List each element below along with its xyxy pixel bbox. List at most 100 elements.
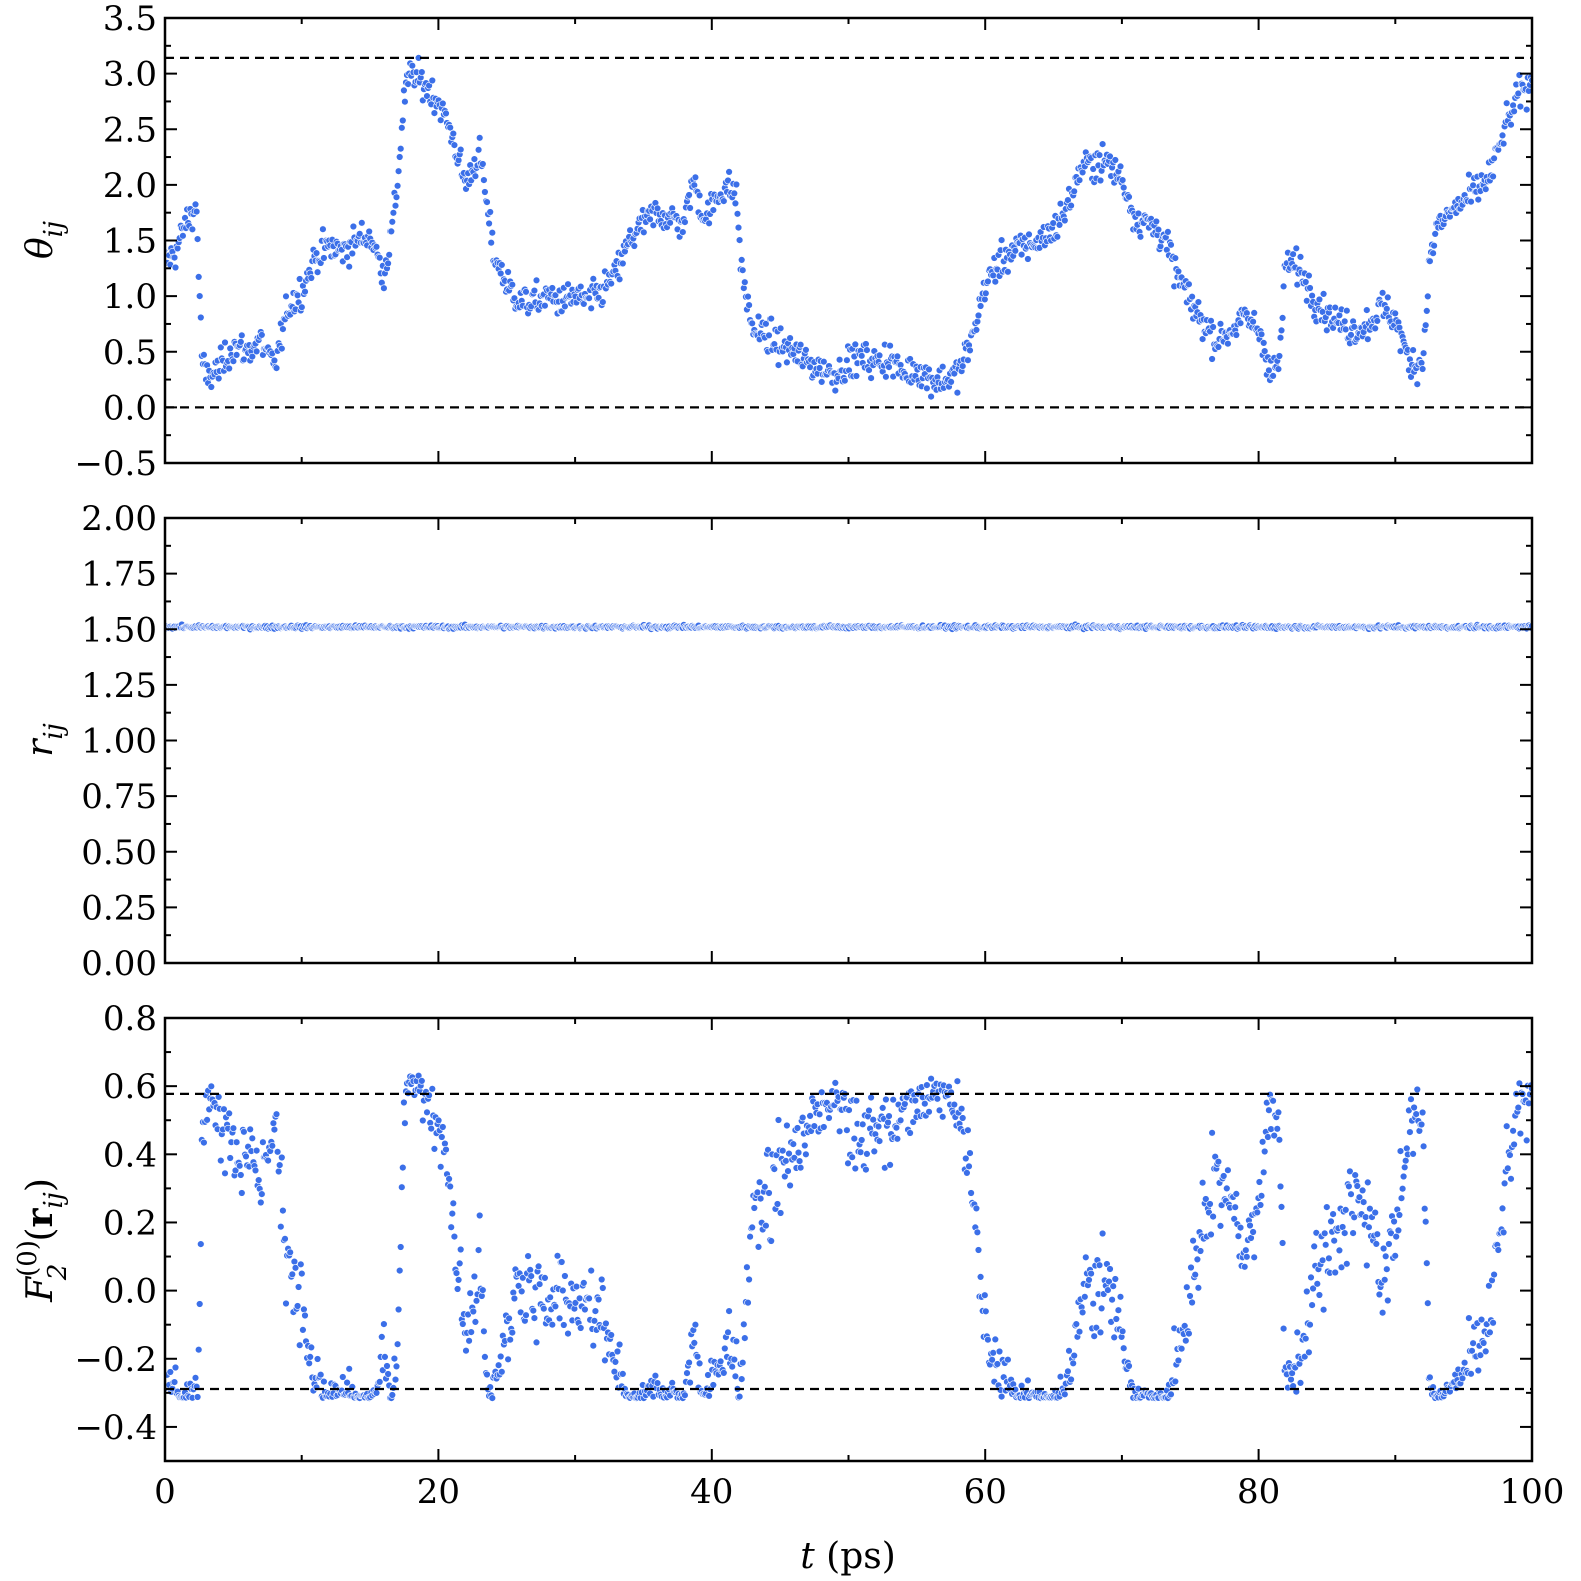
- data-point: [789, 1140, 797, 1148]
- data-point: [348, 249, 356, 258]
- data-point: [278, 1153, 286, 1162]
- data-point: [793, 1124, 802, 1132]
- data-point: [1481, 1347, 1490, 1356]
- data-point: [1417, 359, 1426, 367]
- data-point: [439, 1123, 447, 1131]
- data-point: [1214, 1157, 1223, 1166]
- data-point: [388, 218, 396, 226]
- data-point: [1194, 298, 1203, 306]
- data-point: [1355, 1193, 1364, 1201]
- data-point: [197, 1240, 205, 1248]
- data-point: [1260, 347, 1269, 355]
- plot-frame-r: [163, 516, 1534, 965]
- data-point: [720, 197, 728, 205]
- data-point: [434, 1116, 443, 1125]
- data-point: [576, 282, 585, 291]
- data-point: [590, 1317, 599, 1325]
- data-point: [447, 1223, 455, 1231]
- data-point: [456, 1259, 464, 1268]
- data-point: [462, 1346, 470, 1355]
- data-point: [1209, 1212, 1217, 1221]
- data-point: [1255, 1178, 1264, 1186]
- data-point: [259, 1138, 267, 1146]
- data-point: [619, 259, 627, 268]
- xtick-label: 20: [417, 1472, 460, 1512]
- data-point: [1383, 1265, 1391, 1273]
- data-point: [1469, 181, 1477, 190]
- data-point: [1249, 318, 1257, 326]
- data-point: [995, 1347, 1004, 1356]
- data-point: [400, 86, 408, 95]
- data-point: [732, 1337, 741, 1346]
- data-point: [685, 1358, 693, 1367]
- data-point: [1092, 1323, 1101, 1332]
- ytick-label: 0.50: [81, 833, 157, 873]
- data-point: [732, 180, 741, 189]
- data-point: [506, 1335, 514, 1344]
- data-point: [744, 1298, 752, 1307]
- data-point: [1467, 1370, 1475, 1378]
- data-point: [773, 1200, 782, 1208]
- data-point: [1064, 196, 1072, 204]
- data-point: [735, 1392, 744, 1401]
- data-point: [882, 1095, 890, 1104]
- data-point: [974, 311, 983, 320]
- data-point: [1331, 303, 1339, 312]
- data-point: [765, 1189, 773, 1197]
- data-point: [483, 198, 491, 206]
- data-point: [273, 1148, 282, 1156]
- data-point: [725, 168, 733, 176]
- data-point: [1308, 292, 1316, 300]
- data-point: [1098, 140, 1107, 148]
- data-point: [384, 259, 392, 268]
- data-point: [1315, 295, 1324, 304]
- data-point: [1343, 1260, 1351, 1268]
- ytick-label: 1.00: [81, 722, 157, 762]
- ytick-label: 1.0: [103, 277, 157, 317]
- data-point: [1167, 1390, 1175, 1399]
- data-point: [401, 97, 409, 106]
- data-point: [471, 172, 480, 180]
- data-point: [1474, 1366, 1483, 1375]
- data-point: [783, 1121, 791, 1130]
- data-point: [1096, 176, 1105, 185]
- data-point: [874, 1122, 883, 1131]
- data-point: [1189, 1236, 1197, 1245]
- data-point: [911, 1096, 919, 1105]
- data-point: [984, 277, 992, 286]
- data-point: [721, 1344, 729, 1353]
- data-point: [1397, 1194, 1406, 1202]
- data-point: [1085, 1276, 1093, 1284]
- data-point: [418, 68, 426, 76]
- data-point: [1265, 366, 1273, 374]
- data-point: [1306, 284, 1314, 292]
- data-point: [746, 1232, 754, 1241]
- data-point: [1104, 1286, 1112, 1294]
- data-point: [486, 208, 494, 216]
- data-point: [1400, 1163, 1409, 1172]
- data-point: [1325, 1254, 1333, 1263]
- data-point: [1273, 1125, 1282, 1133]
- data-point: [1053, 233, 1062, 241]
- data-point: [774, 361, 783, 369]
- panel-f: −0.4 −0.2 0.0 0.2 0.4 0.6 0.8 0 20 40 60 80 100: [74, 999, 1564, 1512]
- data-point: [1017, 250, 1026, 259]
- data-point: [870, 1147, 878, 1156]
- data-point: [1171, 254, 1180, 262]
- data-point: [601, 1356, 609, 1365]
- data-point: [388, 1391, 396, 1399]
- data-point: [993, 1360, 1002, 1368]
- data-point: [1106, 152, 1114, 161]
- data-point: [1075, 1327, 1084, 1336]
- data-point: [817, 378, 826, 386]
- data-point: [1430, 242, 1438, 250]
- data-point: [1323, 326, 1331, 334]
- data-point: [1198, 1178, 1207, 1187]
- data-point: [476, 1211, 484, 1220]
- data-point: [251, 1166, 260, 1175]
- data-point: [529, 1306, 537, 1315]
- data-point: [704, 1371, 712, 1379]
- data-point: [1498, 131, 1507, 140]
- data-point: [619, 1370, 627, 1378]
- data-point: [796, 341, 805, 349]
